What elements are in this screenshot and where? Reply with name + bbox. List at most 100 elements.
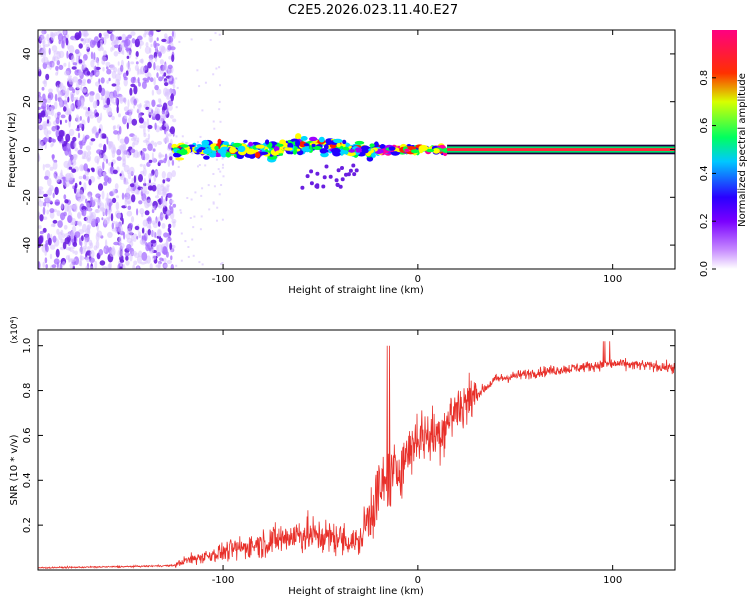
noise-speck bbox=[38, 106, 42, 111]
signal-blob bbox=[203, 155, 210, 160]
noise-speck bbox=[59, 212, 66, 221]
noise-speck bbox=[155, 252, 161, 257]
signal-blob bbox=[279, 139, 286, 145]
noise-speck bbox=[71, 66, 77, 70]
noise-speck bbox=[66, 87, 70, 97]
noise-speck bbox=[46, 119, 50, 124]
noise-speck bbox=[64, 70, 70, 76]
noise-speck bbox=[60, 114, 66, 119]
noise-speck bbox=[86, 224, 91, 231]
noise-speck bbox=[72, 177, 75, 183]
noise-speck bbox=[128, 230, 133, 236]
noise-speck bbox=[87, 116, 90, 124]
noise-speck bbox=[134, 149, 139, 159]
figure-title: C2E5.2026.023.11.40.E27 bbox=[288, 3, 458, 18]
noise-speck bbox=[119, 242, 125, 249]
noise-speck bbox=[161, 38, 167, 43]
x-tick-label: -100 bbox=[212, 575, 235, 586]
noise-speck bbox=[163, 264, 168, 268]
noise-speck bbox=[57, 91, 63, 98]
noise-speck bbox=[133, 85, 138, 95]
noise-speck bbox=[167, 133, 172, 137]
faint-speck bbox=[216, 206, 219, 209]
faint-speck bbox=[212, 73, 215, 76]
noise-speck bbox=[137, 77, 140, 84]
noise-speck bbox=[55, 175, 61, 183]
noise-speck bbox=[90, 59, 95, 68]
noise-speck bbox=[134, 225, 140, 231]
colorbar: 0.0 0.2 0.4 0.6 0.8 Normalized spectral ampl… bbox=[699, 30, 748, 277]
noise-speck bbox=[68, 166, 73, 170]
noise-speck bbox=[68, 159, 72, 166]
signal-blob bbox=[354, 140, 365, 145]
noise-speck bbox=[82, 134, 86, 143]
noise-speck bbox=[118, 225, 123, 234]
noise-speck bbox=[71, 204, 77, 210]
noise-speck bbox=[98, 143, 103, 148]
faint-speck bbox=[214, 32, 217, 35]
noise-speck bbox=[102, 98, 106, 106]
noise-speck bbox=[147, 124, 153, 130]
noise-speck bbox=[124, 198, 128, 208]
noise-speck bbox=[149, 186, 153, 191]
faint-speck bbox=[181, 135, 184, 138]
signal-blob bbox=[408, 146, 417, 151]
snr-ticks: -100 0 100 0.2 0.4 0.6 0.8 1.0 bbox=[22, 330, 675, 586]
noise-speck bbox=[158, 188, 162, 196]
noise-speck bbox=[97, 183, 104, 191]
faint-speck bbox=[194, 191, 197, 194]
noise-speck bbox=[119, 138, 125, 144]
noise-speck bbox=[109, 30, 116, 33]
faint-speck bbox=[201, 263, 204, 266]
noise-speck bbox=[68, 61, 71, 70]
noise-speck bbox=[105, 91, 111, 96]
noise-speck bbox=[43, 44, 46, 53]
noise-speck bbox=[72, 62, 78, 66]
signal-blob bbox=[258, 151, 269, 155]
signal-blob bbox=[284, 147, 293, 151]
noise-speck bbox=[122, 143, 127, 151]
noise-speck bbox=[59, 119, 62, 125]
noise-speck bbox=[74, 49, 80, 55]
noise-speck bbox=[45, 73, 50, 81]
noise-speck bbox=[89, 39, 96, 48]
signal-blob bbox=[276, 143, 284, 147]
noise-speck bbox=[116, 195, 120, 199]
noise-speck bbox=[72, 241, 78, 247]
signal-blob bbox=[243, 139, 248, 143]
faint-speck bbox=[175, 135, 178, 138]
noise-speck bbox=[167, 100, 174, 107]
noise-speck bbox=[72, 136, 77, 142]
noise-speck bbox=[167, 227, 171, 233]
noise-speck bbox=[150, 249, 155, 253]
noise-speck bbox=[152, 148, 156, 152]
noise-speck bbox=[169, 242, 173, 250]
faint-speck bbox=[180, 232, 183, 235]
noise-speck bbox=[77, 189, 84, 197]
noise-speck bbox=[140, 261, 146, 265]
noise-speck bbox=[170, 255, 173, 261]
noise-speck bbox=[102, 135, 107, 139]
noise-speck bbox=[165, 251, 169, 258]
noise-speck bbox=[118, 235, 122, 245]
noise-speck bbox=[108, 77, 111, 82]
noise-speck bbox=[108, 202, 111, 211]
noise-speck bbox=[158, 204, 163, 209]
noise-speck bbox=[143, 178, 146, 185]
noise-speck bbox=[50, 244, 56, 250]
noise-speck bbox=[81, 30, 87, 37]
noise-speck bbox=[118, 145, 124, 151]
noise-speck bbox=[142, 219, 148, 227]
signal-blob bbox=[369, 143, 375, 148]
signal-blob bbox=[309, 169, 314, 174]
faint-speck bbox=[218, 100, 221, 103]
noise-speck bbox=[113, 51, 119, 57]
faint-speck bbox=[215, 67, 218, 70]
noise-speck bbox=[107, 231, 113, 238]
noise-speck bbox=[63, 106, 67, 112]
noise-speck bbox=[78, 175, 83, 180]
noise-speck bbox=[150, 239, 157, 244]
noise-speck bbox=[113, 130, 119, 135]
noise-speck bbox=[153, 62, 156, 71]
noise-speck bbox=[163, 158, 167, 164]
